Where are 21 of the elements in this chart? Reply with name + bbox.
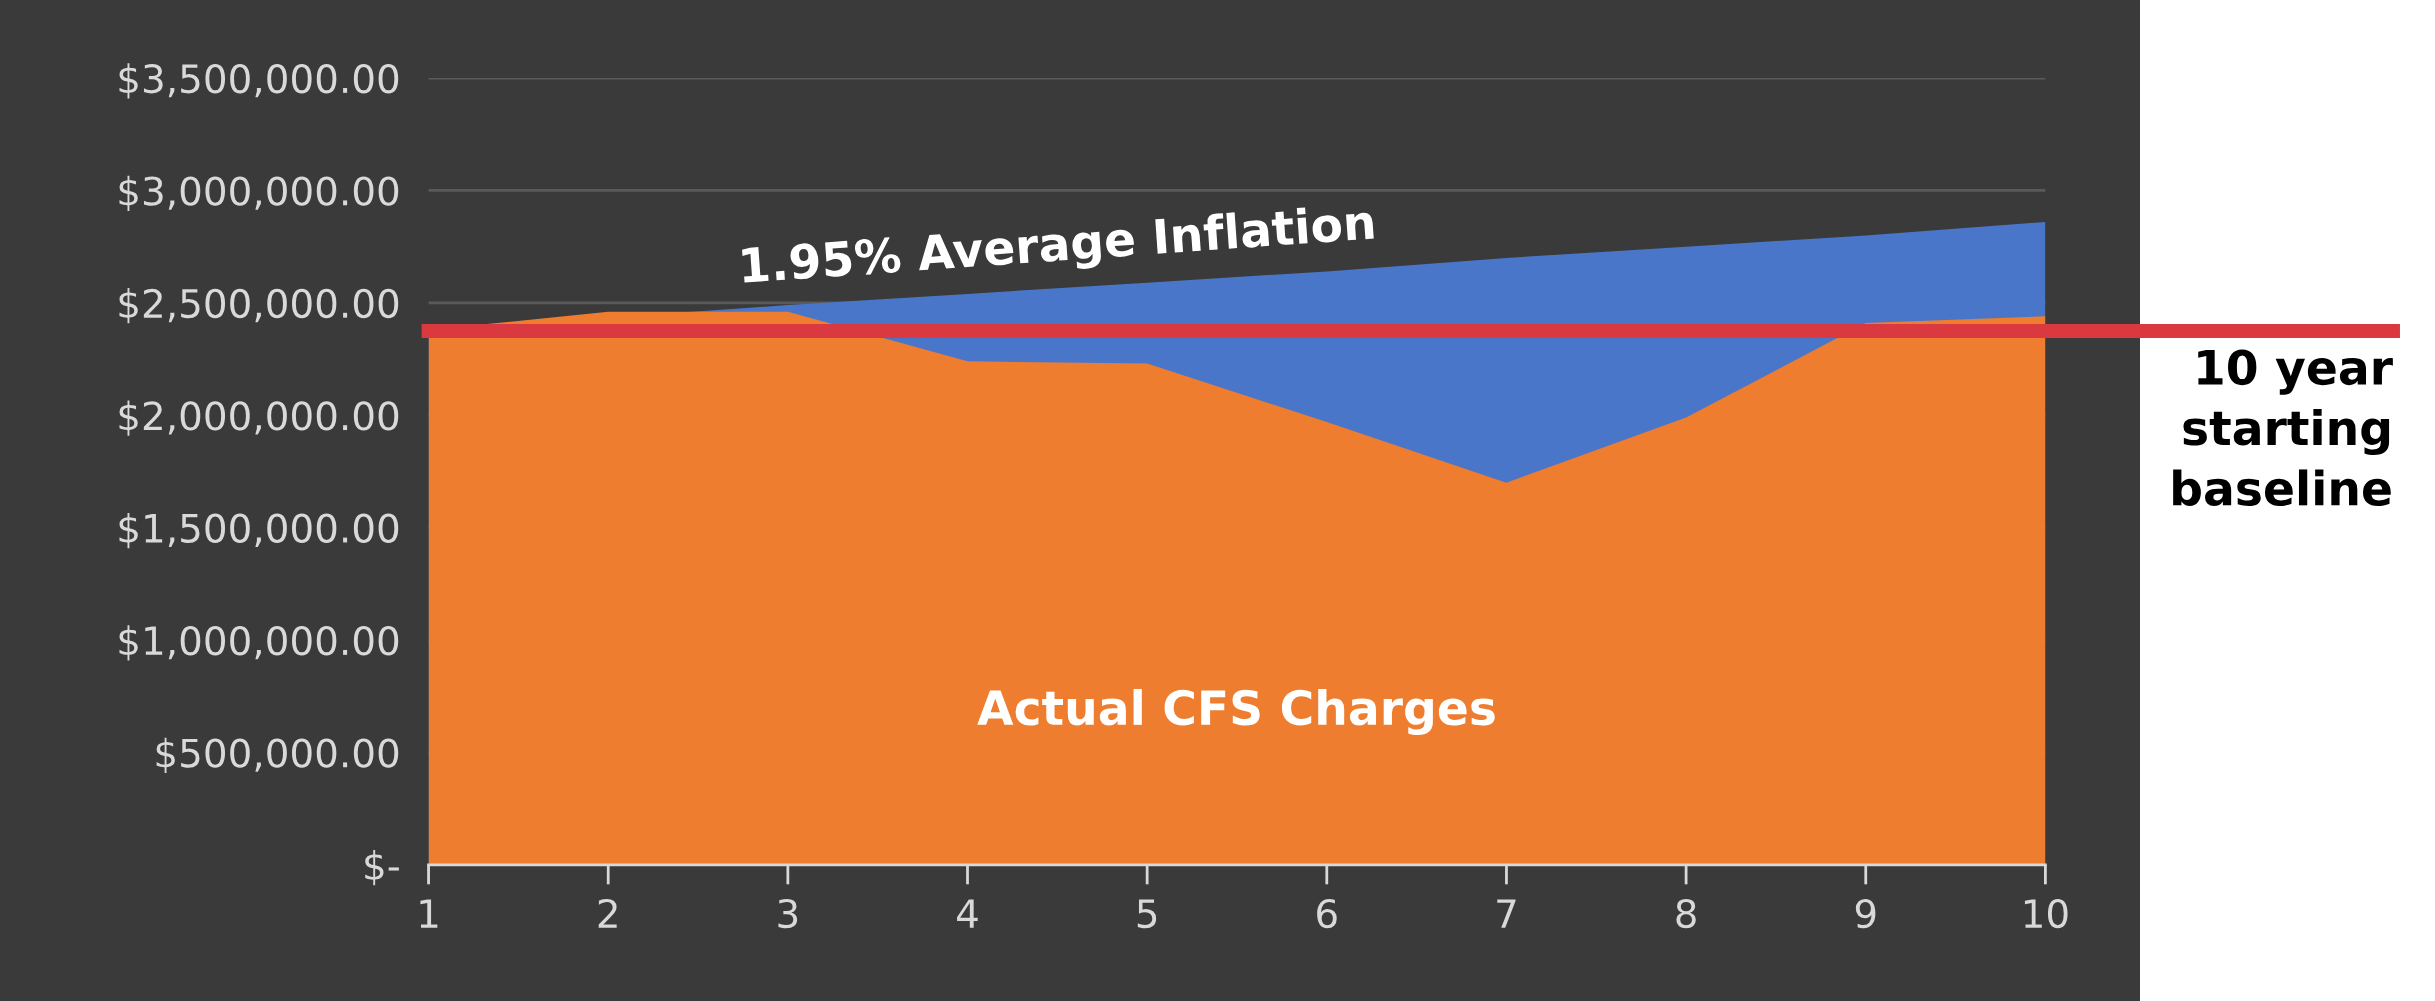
- y-tick-label: $-: [365, 850, 399, 886]
- y-tick-label: $3,000,000.00: [119, 175, 399, 211]
- y-tick-label: $2,000,000.00: [119, 400, 399, 436]
- series-label: Actual CFS Charges: [977, 688, 1495, 736]
- x-tick-label: 6: [1317, 898, 1337, 929]
- series-label: 1.95% Average Inflation: [741, 202, 1375, 293]
- x-tick-label: 9: [1855, 898, 1876, 929]
- y-tick-label: $500,000.00: [156, 737, 399, 773]
- x-tick-label: 8: [1676, 898, 1696, 929]
- x-tick-label: 2: [598, 898, 617, 928]
- y-tick-label: $2,500,000.00: [119, 288, 399, 324]
- x-tick-label: 5: [1137, 899, 1157, 929]
- y-tick-label: $1,500,000.00: [119, 512, 399, 549]
- x-tick-label: 3: [778, 898, 798, 929]
- x-tick-label: 7: [1497, 899, 1516, 928]
- y-tick-label: $1,000,000.00: [119, 625, 399, 661]
- y-tick-label: $3,500,000.00: [119, 63, 399, 99]
- x-tick-label: 4: [957, 899, 978, 928]
- x-tick-label: 1: [420, 899, 438, 928]
- ref-line-label: 10 year starting baseline: [2173, 349, 2393, 506]
- x-tick-label: 10: [2024, 898, 2068, 929]
